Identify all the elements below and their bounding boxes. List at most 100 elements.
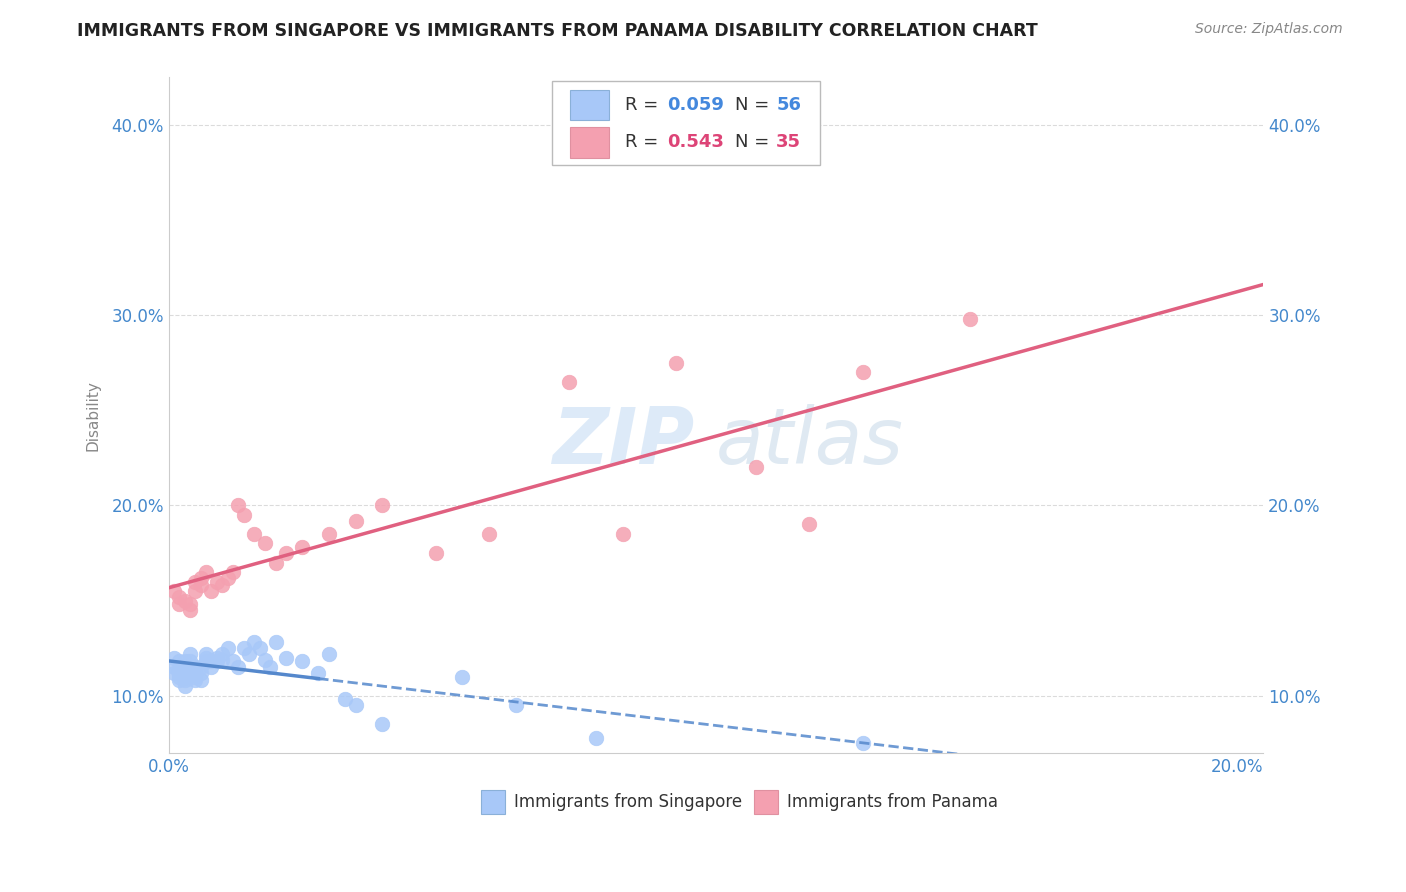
Point: [179, 647, 201, 661]
Point: [318, 527, 340, 541]
Point: [190, 673, 212, 688]
Point: [478, 527, 501, 541]
Point: [799, 517, 821, 532]
Point: [169, 590, 191, 604]
Point: [291, 655, 314, 669]
Point: [173, 655, 195, 669]
Point: [173, 665, 195, 680]
Point: [558, 375, 581, 389]
Point: [163, 665, 186, 680]
Point: [259, 660, 281, 674]
Point: [276, 546, 298, 560]
Point: [253, 652, 276, 666]
Text: R =: R =: [626, 96, 664, 114]
Point: [243, 635, 266, 649]
Point: [238, 647, 260, 661]
Point: [195, 650, 218, 665]
Point: [173, 679, 195, 693]
Point: [195, 647, 218, 661]
Point: [179, 665, 201, 680]
Point: [200, 584, 222, 599]
Point: [226, 499, 249, 513]
Point: [179, 655, 201, 669]
Point: [211, 647, 233, 661]
Point: [852, 365, 875, 379]
Point: [205, 655, 228, 669]
Point: [200, 655, 222, 669]
Text: 56: 56: [776, 96, 801, 114]
Point: [184, 574, 207, 589]
Point: [232, 641, 254, 656]
Point: [226, 660, 249, 674]
Text: ZIP: ZIP: [553, 404, 695, 480]
Point: [169, 665, 191, 680]
Point: [232, 508, 254, 522]
Point: [190, 665, 212, 680]
Point: [222, 565, 245, 579]
Point: [745, 460, 768, 475]
Point: [264, 556, 287, 570]
Point: [371, 717, 394, 731]
Point: [451, 670, 474, 684]
Point: [169, 664, 191, 678]
Point: [173, 670, 195, 684]
Point: [173, 593, 195, 607]
Point: [163, 660, 186, 674]
Point: [205, 650, 228, 665]
Bar: [571, 128, 609, 158]
Point: [163, 584, 186, 599]
Point: [276, 650, 298, 665]
Point: [222, 655, 245, 669]
Point: [425, 546, 447, 560]
Point: [169, 598, 191, 612]
Bar: [571, 90, 609, 120]
Point: [179, 598, 201, 612]
Point: [169, 670, 191, 684]
Point: [190, 660, 212, 674]
Point: [333, 692, 356, 706]
Point: [291, 541, 314, 555]
Point: [184, 584, 207, 599]
Point: [959, 312, 981, 326]
Point: [211, 578, 233, 592]
FancyBboxPatch shape: [553, 81, 820, 165]
Point: [179, 603, 201, 617]
Point: [173, 673, 195, 688]
Point: [195, 565, 218, 579]
Point: [344, 698, 367, 713]
Point: [585, 731, 607, 745]
Point: [184, 665, 207, 680]
Point: [169, 673, 191, 688]
Point: [852, 736, 875, 750]
Text: 35: 35: [776, 134, 801, 152]
Text: N =: N =: [735, 134, 775, 152]
Point: [184, 670, 207, 684]
Point: [169, 655, 191, 669]
Y-axis label: Disability: Disability: [86, 380, 100, 450]
Point: [505, 698, 527, 713]
Point: [205, 574, 228, 589]
Point: [184, 660, 207, 674]
Point: [264, 635, 287, 649]
Point: [195, 655, 218, 669]
Point: [184, 673, 207, 688]
Point: [163, 650, 186, 665]
Point: [190, 571, 212, 585]
Point: [243, 527, 266, 541]
Text: IMMIGRANTS FROM SINGAPORE VS IMMIGRANTS FROM PANAMA DISABILITY CORRELATION CHART: IMMIGRANTS FROM SINGAPORE VS IMMIGRANTS …: [77, 22, 1038, 40]
Point: [344, 514, 367, 528]
Point: [612, 527, 634, 541]
Point: [318, 647, 340, 661]
Point: [211, 652, 233, 666]
Text: N =: N =: [735, 96, 775, 114]
Text: Source: ZipAtlas.com: Source: ZipAtlas.com: [1195, 22, 1343, 37]
Point: [190, 578, 212, 592]
Point: [665, 356, 688, 370]
Text: Immigrants from Panama: Immigrants from Panama: [787, 793, 998, 811]
Text: Immigrants from Singapore: Immigrants from Singapore: [513, 793, 742, 811]
Point: [249, 641, 271, 656]
Point: [307, 665, 329, 680]
Point: [200, 660, 222, 674]
Point: [217, 571, 239, 585]
Text: R =: R =: [626, 134, 664, 152]
